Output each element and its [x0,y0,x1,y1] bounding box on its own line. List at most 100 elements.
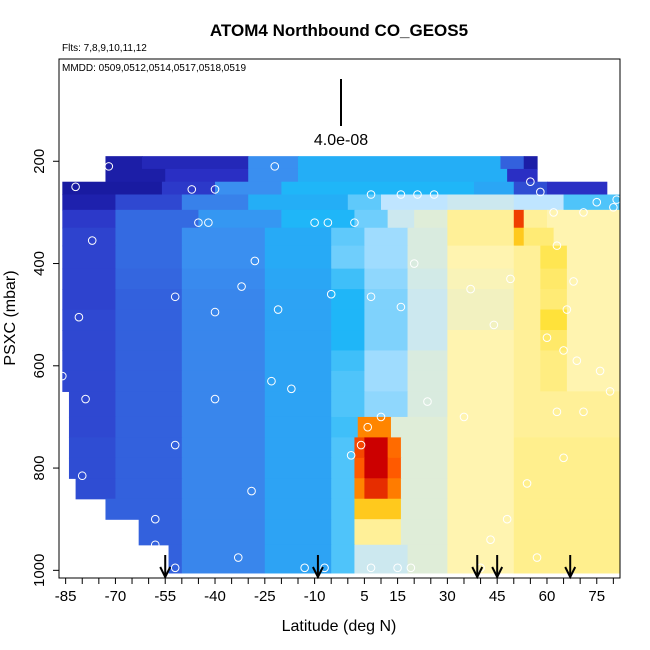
x-tick-label: 15 [389,588,406,605]
plot-frame [58,58,621,579]
heatmap-cell [507,168,538,183]
heatmap-cell [105,498,183,520]
sample-point [346,450,356,460]
sample-point [187,185,197,194]
heatmap-cell [553,227,620,247]
heatmap-cell [513,416,620,438]
heatmap-cell [387,209,415,229]
sample-point [522,479,532,488]
sample-point [310,218,319,227]
heatmap-cell [540,370,568,392]
heatmap-cell [540,268,568,290]
heatmap-cell [331,309,365,331]
heatmap-cell [181,289,266,311]
chart-title: ATOM4 Northbound CO_GEOS5 [210,21,468,40]
sample-point [210,394,220,404]
heatmap-cell [181,268,266,290]
x-tick-label: 5 [360,588,368,605]
heatmap-cell [513,227,525,247]
heatmap-cell [513,330,541,352]
heatmap-cell [513,498,620,520]
x-axis: -85 -70 -55 -40 -25 -10 5 15 30 45 60 75 [55,578,614,605]
heatmap-cell [540,289,568,311]
sample-point [569,277,578,286]
heatmap-cell [181,309,266,331]
heatmap-cell [62,289,117,311]
heatmap-cell [513,519,620,546]
sample-point [489,320,499,330]
sample-point [376,412,386,422]
heatmap-cell [563,194,620,211]
sample-point [406,563,416,573]
heatmap-cell [407,391,448,418]
heatmap-cell [566,289,620,311]
heatmap-cell [331,437,356,459]
sample-point [270,162,280,171]
heatmap-cell [105,168,166,183]
sample-point [104,162,114,171]
sample-point [150,514,160,524]
heatmap-cell [513,391,620,418]
sample-point [71,182,80,192]
x-tick-label: -40 [204,588,226,605]
dates-note: MMDD: 0509,0512,0514,0517,0518,0519 [62,63,246,74]
heatmap-cell [331,227,365,247]
heatmap-cell [331,350,365,372]
sample-point [612,195,620,204]
heatmap-cell [540,330,568,352]
sample-point [233,553,243,562]
heatmap-cell [115,309,183,331]
heatmap-cell [407,416,448,438]
heatmap-cell [400,437,409,459]
sample-point [210,185,220,194]
sample-point [323,218,333,227]
heatmap-cell [248,168,299,183]
heatmap-cell [331,391,365,418]
sample-point [350,218,359,227]
sample-point [559,346,568,355]
sample-point [204,218,213,227]
heatmap-cell [354,544,409,574]
heatmap-cell [181,437,266,459]
heatmap-cell [181,498,266,520]
heatmap-cell [447,391,515,418]
heatmap-cell [447,289,515,311]
sample-point [87,236,97,245]
heatmap-cell [354,457,365,479]
heatmap-cell [364,227,409,247]
sample-point [393,563,402,573]
heatmap-cell [407,457,448,479]
heatmap-cell [473,181,515,196]
heatmap-cell [115,268,183,290]
heatmap-cell [138,519,183,546]
heatmap-cell [115,391,183,418]
heatmap-cell [566,370,620,392]
heatmap-cell [62,268,117,290]
heatmap-cell [447,245,515,270]
heatmap-cell [264,289,332,311]
heatmap-cell [264,437,332,459]
heatmap-cell [181,350,266,372]
heatmap-cell [513,181,548,196]
sample-point [396,302,406,312]
heatmap-cell [331,544,356,574]
flight-marker-arrow-head [312,566,324,580]
y-tick-label: 600 [31,353,48,378]
heatmap-cell [414,209,448,229]
heatmap-cell [390,416,409,438]
heatmap-cell [248,194,349,211]
heatmap-cell [540,245,568,270]
heatmap-cell [331,519,356,546]
sample-point [536,187,545,197]
heatmap-cell [181,245,266,270]
sample-point [170,440,180,450]
heatmap-cell [181,519,266,546]
heatmap-cell [364,478,389,500]
flight-marker-arrow-head [471,566,484,580]
heatmap-cell [407,498,448,520]
heatmap-cell [264,416,332,438]
heatmap-cell [264,519,332,546]
x-tick-label: -70 [105,588,127,605]
sample-point [247,486,256,496]
heatmap-cell [513,309,541,331]
